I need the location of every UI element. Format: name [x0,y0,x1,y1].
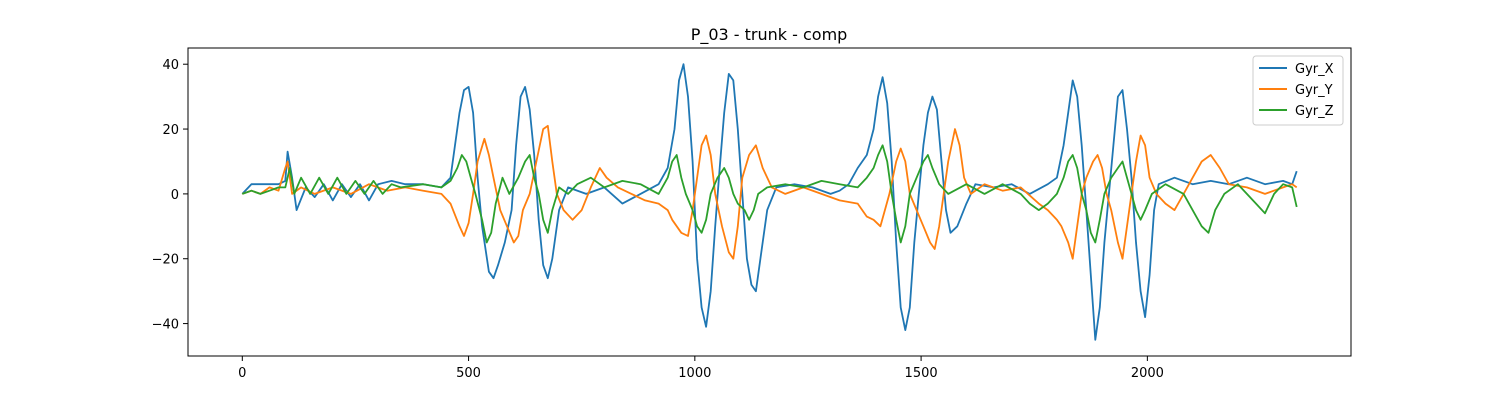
y-tick-label: −20 [152,253,179,268]
series-layer [241,63,1298,341]
chart-title: P_03 - trunk - comp [691,25,848,45]
legend-label-gyr-y: Gyr_Y [1295,83,1333,98]
series-line-gyr-y [242,124,1298,260]
x-axis: 0 500 1000 1500 2000 [238,356,1164,381]
legend-box [1252,55,1344,126]
y-tick-label: 20 [162,123,179,138]
x-tick-label: 1500 [905,366,938,381]
legend-label-gyr-x: Gyr_X [1295,62,1334,77]
series-line-gyr-z [242,144,1298,244]
y-tick-label: 40 [162,58,179,73]
x-tick-label: 0 [238,366,246,381]
x-tick-label: 500 [456,366,481,381]
legend-label-gyr-z: Gyr_Z [1295,104,1334,119]
plot-area-frame [187,47,1352,357]
x-tick-label: 1000 [678,366,711,381]
series-line-gyr-x [241,63,1298,341]
y-tick-label: −40 [152,318,179,333]
y-tick-label: 0 [171,188,179,203]
x-tick-label: 2000 [1131,366,1164,381]
legend: Gyr_X Gyr_Y Gyr_Z [1252,55,1344,126]
y-axis: −40 −20 0 20 40 [152,58,188,333]
